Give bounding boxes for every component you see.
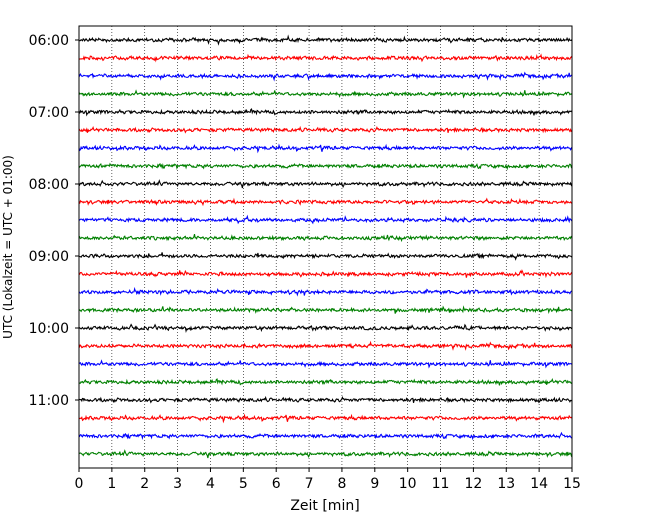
trace-line bbox=[78, 286, 573, 297]
trace-line bbox=[78, 214, 573, 225]
trace-line bbox=[78, 197, 573, 207]
trace-line bbox=[78, 340, 573, 351]
x-axis-ticks: 0 1 2 3 4 5 6 7 8 9 10 11 12 13 14 15 bbox=[75, 468, 581, 492]
y-tick-label: 07:00 bbox=[29, 105, 69, 121]
trace-line bbox=[78, 449, 573, 459]
x-tick-label: 0 bbox=[75, 476, 84, 492]
trace-line bbox=[78, 252, 573, 261]
plot-background bbox=[79, 26, 572, 468]
y-axis-label: UTC (Lokalzeit = UTC + 01:00) bbox=[1, 155, 15, 339]
x-tick-label: 11 bbox=[432, 476, 450, 492]
y-tick-label: 09:00 bbox=[29, 249, 69, 265]
trace-line bbox=[78, 53, 573, 63]
trace-line bbox=[78, 34, 573, 46]
trace-line bbox=[78, 71, 573, 82]
y-tick-label: 06:00 bbox=[29, 33, 69, 49]
x-tick-label: 3 bbox=[173, 476, 182, 492]
trace-line bbox=[78, 162, 573, 171]
x-tick-label: 13 bbox=[497, 476, 515, 492]
trace-line bbox=[78, 395, 573, 404]
trace-line bbox=[78, 323, 573, 334]
trace-line bbox=[78, 108, 573, 117]
x-tick-label: 2 bbox=[140, 476, 149, 492]
y-axis-ticks: 06:00 07:00 08:00 09:00 10:00 11:00 bbox=[29, 33, 79, 409]
x-axis-label: Zeit [min] bbox=[290, 498, 359, 514]
x-tick-label: 4 bbox=[206, 476, 215, 492]
x-tick-label: 8 bbox=[337, 476, 346, 492]
trace-line bbox=[78, 143, 573, 154]
trace-line bbox=[78, 269, 573, 279]
trace-line bbox=[78, 179, 573, 189]
x-tick-label: 5 bbox=[239, 476, 248, 492]
trace-line bbox=[78, 305, 573, 315]
x-tick-label: 14 bbox=[530, 476, 548, 492]
trace-line bbox=[78, 378, 573, 386]
trace-line bbox=[78, 234, 573, 243]
x-tick-label: 1 bbox=[107, 476, 116, 492]
trace-line bbox=[78, 413, 573, 424]
trace-line bbox=[78, 431, 573, 441]
y-tick-label: 08:00 bbox=[29, 177, 69, 193]
plot-frame bbox=[78, 25, 573, 469]
y-tick-label: 11:00 bbox=[29, 393, 69, 409]
x-tick-label: 12 bbox=[464, 476, 482, 492]
x-tick-label: 15 bbox=[563, 476, 581, 492]
trace-line bbox=[78, 125, 573, 134]
x-tick-label: 10 bbox=[399, 476, 417, 492]
y-tick-label: 10:00 bbox=[29, 321, 69, 337]
trace-line bbox=[78, 359, 573, 369]
x-tick-label: 9 bbox=[370, 476, 379, 492]
trace-line bbox=[78, 89, 573, 99]
x-tick-label: 7 bbox=[305, 476, 314, 492]
trace-lines bbox=[78, 34, 573, 459]
x-tick-label: 6 bbox=[272, 476, 281, 492]
